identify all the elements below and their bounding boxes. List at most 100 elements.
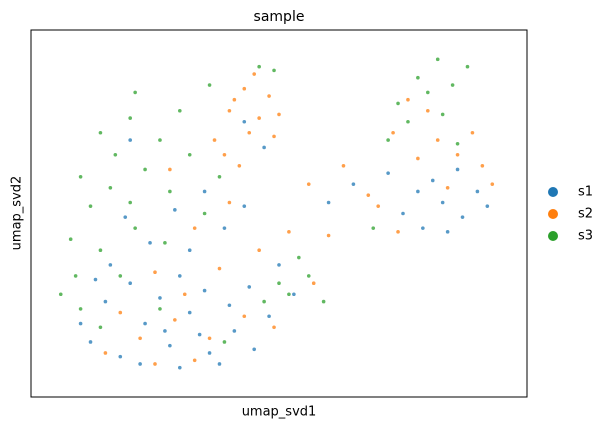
point [247, 285, 252, 289]
legend-label: s3 [578, 229, 593, 244]
point [197, 332, 202, 337]
point [277, 263, 281, 267]
point [272, 325, 276, 330]
point [168, 343, 172, 348]
point [277, 112, 281, 117]
point [326, 233, 331, 238]
point [98, 325, 103, 330]
point [158, 307, 162, 311]
point [445, 230, 450, 234]
point [133, 226, 137, 230]
point [242, 314, 247, 319]
point [217, 175, 222, 179]
point [440, 200, 445, 205]
point [232, 329, 237, 333]
point [430, 178, 435, 183]
point [267, 94, 271, 98]
point [187, 152, 192, 157]
point [262, 145, 266, 150]
point [272, 68, 276, 73]
point [118, 310, 123, 315]
point [158, 296, 162, 300]
point [321, 299, 326, 304]
point [153, 362, 157, 366]
legend: s1 s2 s3 [548, 185, 593, 244]
point [247, 130, 252, 135]
point [366, 193, 371, 197]
point [222, 340, 227, 344]
point [406, 119, 410, 124]
point [386, 171, 390, 175]
point [98, 248, 103, 252]
point [306, 182, 311, 186]
point [78, 307, 83, 311]
point [426, 108, 430, 113]
point [242, 119, 247, 124]
point [158, 138, 162, 142]
point [416, 75, 420, 80]
point [178, 365, 182, 370]
point [108, 186, 113, 190]
point [306, 274, 311, 278]
legend-marker [548, 231, 558, 241]
point [178, 108, 182, 113]
point [138, 362, 142, 366]
point [128, 281, 132, 286]
point [455, 152, 460, 157]
point [257, 116, 261, 120]
legend-marker [548, 187, 558, 197]
point [386, 138, 390, 142]
point [435, 138, 440, 142]
plot-frame [30, 29, 528, 398]
point [207, 83, 212, 87]
point [475, 189, 480, 194]
point [103, 299, 108, 304]
point [168, 189, 172, 194]
legend-marker [548, 209, 558, 219]
chart-title: sample [254, 9, 305, 25]
point [103, 351, 108, 355]
point [252, 347, 256, 352]
point [287, 230, 291, 234]
point [93, 277, 98, 282]
point [262, 299, 266, 304]
point [470, 130, 475, 135]
point [123, 215, 128, 219]
point [212, 138, 217, 142]
point [143, 321, 147, 326]
point [78, 321, 83, 326]
point [277, 281, 281, 286]
point [421, 226, 425, 230]
point [163, 329, 167, 333]
point [391, 130, 395, 135]
point [272, 134, 276, 139]
point [396, 230, 400, 234]
point [207, 336, 212, 341]
point [148, 241, 152, 245]
point [222, 152, 227, 157]
point [133, 90, 137, 95]
point [242, 204, 247, 208]
point [485, 204, 490, 208]
point [455, 167, 460, 172]
points [58, 57, 495, 370]
point [232, 97, 237, 102]
point [465, 64, 470, 69]
point [88, 204, 93, 208]
point [371, 226, 376, 230]
point [445, 186, 450, 190]
point [237, 163, 242, 168]
point [217, 266, 222, 271]
point [242, 86, 247, 91]
point [217, 362, 222, 366]
point [163, 241, 167, 245]
point [257, 64, 261, 69]
point [460, 215, 465, 219]
y-axis-label: umap_svd2 [10, 176, 25, 251]
x-axis-label: umap_svd1 [242, 405, 317, 420]
point [187, 248, 192, 252]
point [182, 292, 187, 297]
point [192, 358, 197, 363]
point [113, 152, 118, 157]
point [168, 167, 172, 172]
